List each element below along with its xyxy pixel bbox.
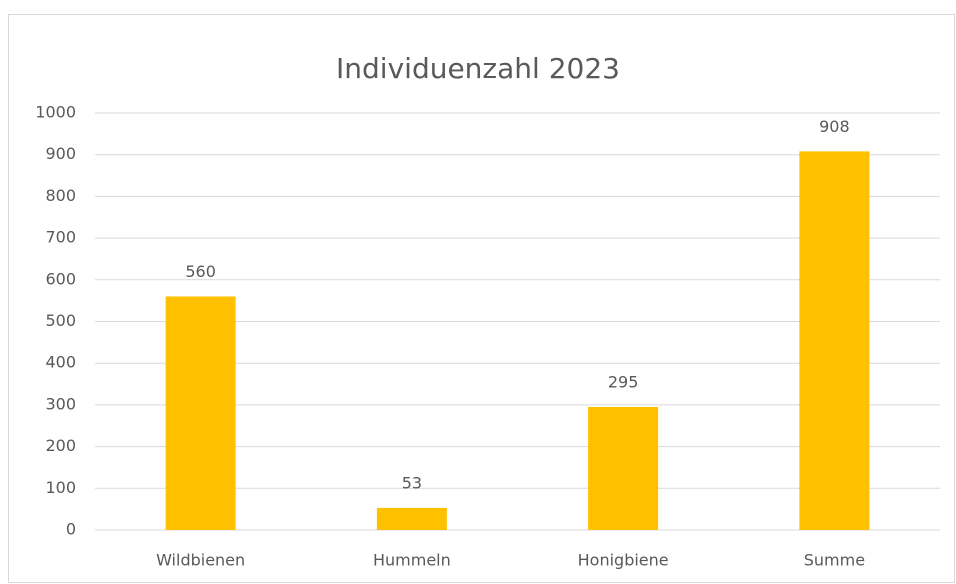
y-tick-label: 800 [45,186,76,205]
y-tick-label: 100 [45,478,76,497]
data-label: 53 [402,473,422,492]
bar [588,406,659,530]
y-tick-label: 1000 [35,103,76,122]
y-tick-label: 700 [45,228,76,247]
data-label: 295 [608,372,639,391]
y-tick-label: 400 [45,353,76,372]
data-label: 560 [185,262,216,281]
y-tick-label: 600 [45,269,76,288]
y-tick-label: 300 [45,394,76,413]
x-tick-label: Wildbienen [156,551,245,570]
x-tick-label: Honigbiene [578,551,669,570]
bar [165,296,236,530]
bar [799,151,870,530]
y-tick-label: 200 [45,436,76,455]
y-tick-label: 500 [45,311,76,330]
data-label: 908 [819,117,850,136]
x-tick-label: Summe [804,551,865,570]
y-tick-label: 900 [45,144,76,163]
x-tick-label: Hummeln [373,551,451,570]
bar [376,507,447,530]
y-tick-label: 0 [66,520,76,539]
chart-title: Individuenzahl 2023 [336,52,620,85]
